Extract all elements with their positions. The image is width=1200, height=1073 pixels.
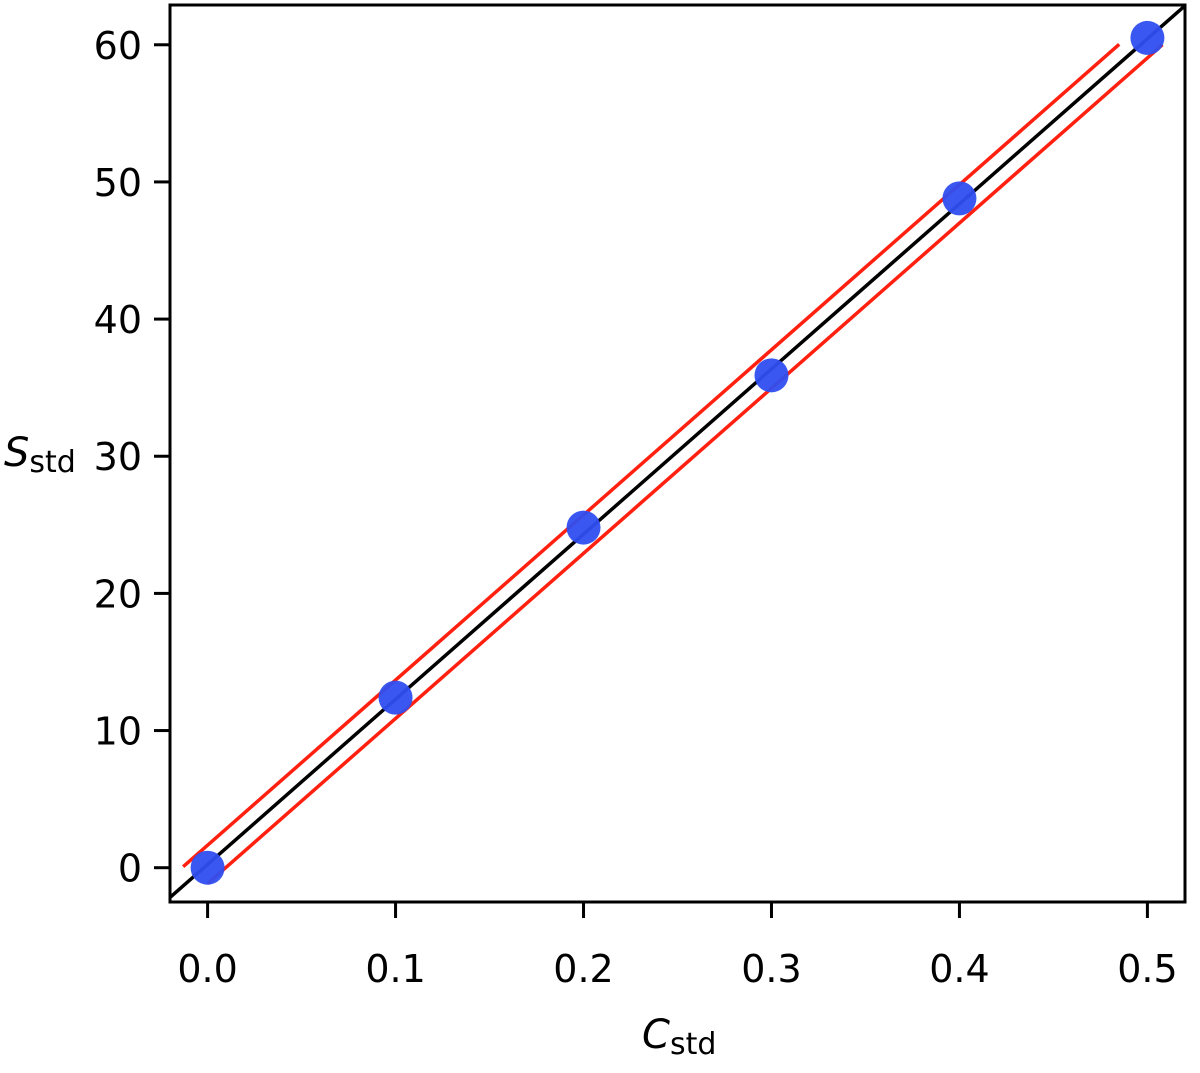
fit-line (170, 5, 1185, 899)
plot-frame (168, 3, 1187, 904)
x-tick-label: 0.2 (553, 947, 613, 991)
x-tick-label: 0.4 (929, 947, 989, 991)
x-tick-label: 0.0 (177, 947, 237, 991)
y-tick-label: 10 (94, 710, 142, 754)
data-point (566, 510, 601, 545)
data-point (1130, 20, 1165, 55)
x-tick-label: 0.1 (365, 947, 425, 991)
y-tick-label: 0 (118, 847, 142, 891)
data-point (754, 358, 789, 393)
confidence-line-1 (206, 43, 1164, 885)
y-tick-label: 30 (94, 435, 142, 479)
confidence-line-0 (182, 42, 1121, 868)
data-point (378, 680, 413, 715)
data-point (942, 181, 977, 216)
y-tick-label: 60 (94, 24, 142, 68)
y-axis-label: Sstd (4, 430, 76, 480)
x-tick-label: 0.5 (1117, 947, 1177, 991)
y-tick-label: 50 (94, 161, 142, 205)
data-point (190, 850, 225, 885)
y-tick-label: 40 (94, 298, 142, 342)
x-tick-label: 0.3 (741, 947, 801, 991)
y-tick-label: 20 (94, 572, 142, 616)
x-axis-label: Cstd (642, 1012, 716, 1062)
